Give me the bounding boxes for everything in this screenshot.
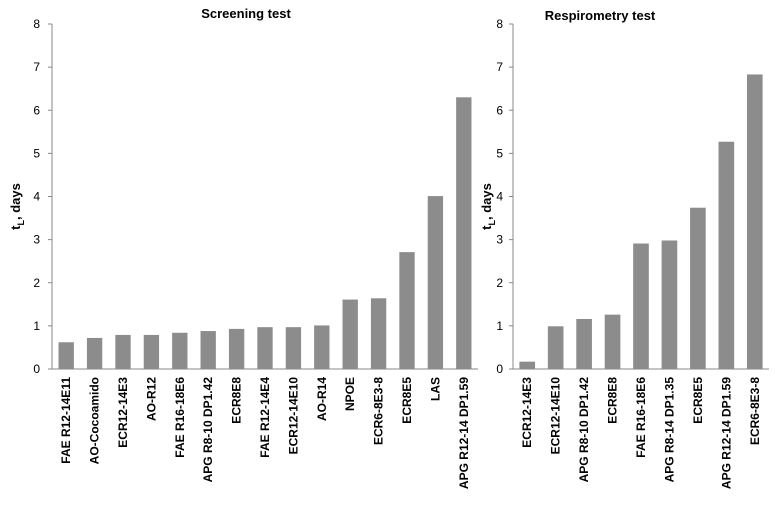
bar xyxy=(200,331,216,369)
y-tick-label: 6 xyxy=(33,103,40,117)
x-category-label: APG R8-10 DP1.42 xyxy=(577,377,591,483)
chart-panel-1: Screening test 0 1 2 3 4 5 6 7 8 tL, days FAE R12-1… xyxy=(8,6,478,489)
chart-title: Screening test xyxy=(201,6,291,21)
chart-title: Respirometry test xyxy=(545,8,656,23)
y-tick-label: 2 xyxy=(496,276,503,290)
y-tick-label: 6 xyxy=(496,103,503,117)
y-tick-label: 8 xyxy=(33,17,40,31)
y-tick-label: 7 xyxy=(33,60,40,74)
bar xyxy=(86,337,103,369)
bar xyxy=(746,74,763,370)
y-tick-label: 0 xyxy=(33,362,40,376)
y-tick-label: 4 xyxy=(496,190,503,204)
bar xyxy=(314,325,330,369)
x-category-label: ECR8E8 xyxy=(230,377,244,424)
x-category-label: ECR8E5 xyxy=(691,377,705,424)
y-tick-label: 1 xyxy=(33,319,40,333)
bar xyxy=(718,141,735,369)
bar xyxy=(172,332,188,369)
bar xyxy=(228,328,245,369)
bar xyxy=(257,327,273,369)
bar xyxy=(690,207,706,369)
x-category-label: ECR6-8E3-8 xyxy=(748,377,762,445)
bar xyxy=(399,252,415,369)
bar xyxy=(370,298,387,369)
bar xyxy=(456,97,472,369)
x-category-label: FAE R16-18E6 xyxy=(634,377,648,458)
x-category-label: AO-R14 xyxy=(315,377,329,421)
y-tick-label: 7 xyxy=(496,60,503,74)
y-axis-label-unit: , days xyxy=(479,183,494,220)
bar xyxy=(285,327,302,369)
bar xyxy=(604,314,621,369)
y-axis-label: tL, days xyxy=(479,183,497,230)
x-category-label: FAE R12-14E11 xyxy=(59,377,73,464)
y-tick-label: 3 xyxy=(33,233,40,247)
y-axis-label-subscript: L xyxy=(487,220,497,226)
x-category-label: AO-R12 xyxy=(144,377,158,421)
y-axis-label-unit: , days xyxy=(8,183,23,220)
y-tick-label: 4 xyxy=(33,190,40,204)
y-tick-label: 0 xyxy=(496,362,503,376)
x-category-label: AO-Cocoamido xyxy=(88,377,102,464)
bar xyxy=(576,318,592,369)
x-category-label: FAE R12-14E4 xyxy=(258,377,272,458)
bar xyxy=(547,326,564,369)
x-category-label: APG R8-10 DP1.42 xyxy=(201,377,215,483)
x-category-label: NPOE xyxy=(343,377,357,411)
bar xyxy=(115,334,131,369)
x-category-label: APG R8-14 DP1.35 xyxy=(662,377,676,483)
x-category-label: ECR12-14E10 xyxy=(549,377,563,455)
x-category-label: FAE R16-18E6 xyxy=(173,377,187,458)
x-category-label: ECR8E8 xyxy=(606,377,620,424)
y-tick-label: 1 xyxy=(496,319,503,333)
chart-panel-2: Respirometry test 0 1 2 3 4 5 6 7 8 tL, days ECR12-… xyxy=(479,8,769,489)
y-axis-label-main: t xyxy=(479,225,494,230)
x-category-label: LAS xyxy=(428,377,442,401)
bar xyxy=(519,361,536,369)
y-tick-label: 8 xyxy=(496,17,503,31)
x-category-label: APG R12-14 DP1.59 xyxy=(457,377,471,489)
y-tick-label: 5 xyxy=(496,146,503,160)
bar xyxy=(661,240,678,369)
y-axis-label-subscript: L xyxy=(16,220,26,226)
y-tick-label: 2 xyxy=(33,276,40,290)
bar xyxy=(633,243,649,369)
y-axis-label-main: t xyxy=(8,225,23,230)
bar xyxy=(143,334,160,369)
bar xyxy=(342,299,358,369)
x-category-label: ECR12-14E3 xyxy=(116,377,130,448)
x-category-label: APG R12-14 DP1.59 xyxy=(719,377,733,489)
y-tick-label: 5 xyxy=(33,146,40,160)
x-category-label: ECR12-14E10 xyxy=(286,377,300,455)
x-category-label: ECR6-8E3-8 xyxy=(372,377,386,445)
y-tick-label: 3 xyxy=(496,233,503,247)
x-category-label: ECR12-14E3 xyxy=(520,377,534,448)
x-category-label: ECR8E5 xyxy=(400,377,414,424)
bar xyxy=(427,196,444,369)
y-axis-label: tL, days xyxy=(8,183,26,230)
bar xyxy=(58,342,74,369)
